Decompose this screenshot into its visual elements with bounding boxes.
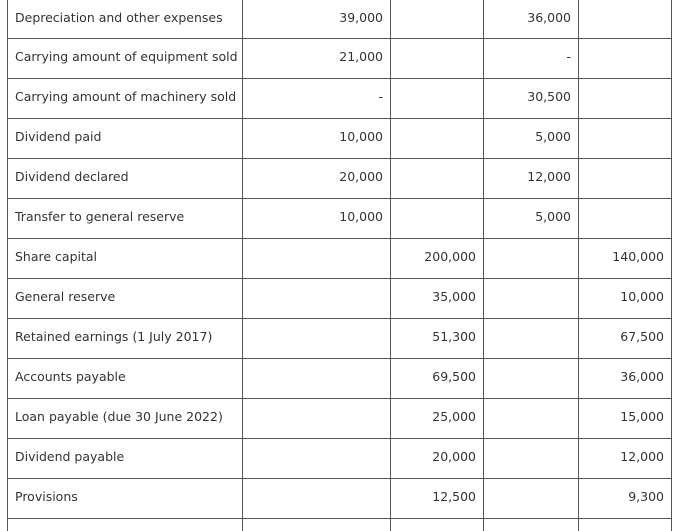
- table-row: Carrying amount of equipment sold 21,000 -: [7, 39, 672, 79]
- table-row: Dividend payable 20,000 12,000: [7, 439, 672, 479]
- empty-cell: [7, 519, 242, 531]
- value-cell-col-1: [242, 439, 390, 478]
- table-row: Dividend paid 10,000 5,000: [7, 119, 672, 159]
- value-cell-col-2: [390, 39, 483, 78]
- value-cell-col-2: 69,500: [390, 359, 483, 398]
- table-row: Loan payable (due 30 June 2022) 25,000 15,…: [7, 399, 672, 439]
- value-cell-col-4: [578, 119, 672, 158]
- empty-cell: [483, 519, 578, 531]
- value-cell-col-1: [242, 359, 390, 398]
- value-cell-col-2: [390, 119, 483, 158]
- empty-cell: [242, 519, 390, 531]
- value-cell-col-3: [483, 279, 578, 318]
- value-cell-col-3: 5,000: [483, 119, 578, 158]
- value-cell-col-1: 10,000: [242, 199, 390, 238]
- value-cell-col-3: [483, 239, 578, 278]
- row-label: Loan payable (due 30 June 2022): [7, 399, 242, 438]
- value-cell-col-3: 30,500: [483, 79, 578, 118]
- value-cell-col-3: 36,000: [483, 0, 578, 38]
- table-row: Transfer to general reserve 10,000 5,000: [7, 199, 672, 239]
- value-cell-col-2: [390, 79, 483, 118]
- value-cell-col-3: [483, 359, 578, 398]
- value-cell-col-1: 21,000: [242, 39, 390, 78]
- row-label: General reserve: [7, 279, 242, 318]
- table-row: Dividend declared 20,000 12,000: [7, 159, 672, 199]
- row-label: Dividend payable: [7, 439, 242, 478]
- table-row: General reserve 35,000 10,000: [7, 279, 672, 319]
- value-cell-col-3: 12,000: [483, 159, 578, 198]
- value-cell-col-3: [483, 399, 578, 438]
- value-cell-col-2: 51,300: [390, 319, 483, 358]
- value-cell-col-4: [578, 199, 672, 238]
- row-label: Provisions: [7, 479, 242, 518]
- table-row: Retained earnings (1 July 2017) 51,300 67,…: [7, 319, 672, 359]
- value-cell-col-4: 10,000: [578, 279, 672, 318]
- empty-cell: [578, 519, 672, 531]
- row-label: Dividend declared: [7, 159, 242, 198]
- table-row: Accounts payable 69,500 36,000: [7, 359, 672, 399]
- value-cell-col-4: 140,000: [578, 239, 672, 278]
- row-label: Accounts payable: [7, 359, 242, 398]
- value-cell-col-3: [483, 319, 578, 358]
- value-cell-col-1: [242, 239, 390, 278]
- table-row-partial: [7, 519, 672, 531]
- row-label: Retained earnings (1 July 2017): [7, 319, 242, 358]
- value-cell-col-4: [578, 159, 672, 198]
- value-cell-col-4: [578, 79, 672, 118]
- value-cell-col-2: 20,000: [390, 439, 483, 478]
- value-cell-col-4: 12,000: [578, 439, 672, 478]
- value-cell-col-1: [242, 319, 390, 358]
- value-cell-col-1: 39,000: [242, 0, 390, 38]
- value-cell-col-4: [578, 0, 672, 38]
- value-cell-col-4: 36,000: [578, 359, 672, 398]
- row-label: Dividend paid: [7, 119, 242, 158]
- financial-data-table: Depreciation and other expenses 39,000 36,…: [7, 0, 672, 531]
- value-cell-col-4: 67,500: [578, 319, 672, 358]
- empty-cell: [390, 519, 483, 531]
- row-label: Carrying amount of machinery sold: [7, 79, 242, 118]
- value-cell-col-2: 200,000: [390, 239, 483, 278]
- value-cell-col-4: 15,000: [578, 399, 672, 438]
- value-cell-col-1: [242, 399, 390, 438]
- value-cell-col-2: [390, 0, 483, 38]
- row-label: Depreciation and other expenses: [7, 0, 242, 38]
- value-cell-col-4: [578, 39, 672, 78]
- value-cell-col-2: 25,000: [390, 399, 483, 438]
- value-cell-col-3: 5,000: [483, 199, 578, 238]
- value-cell-col-1: [242, 279, 390, 318]
- table-row: Provisions 12,500 9,300: [7, 479, 672, 519]
- value-cell-col-3: [483, 439, 578, 478]
- value-cell-col-3: [483, 479, 578, 518]
- table-row: Share capital 200,000 140,000: [7, 239, 672, 279]
- row-label: Transfer to general reserve: [7, 199, 242, 238]
- table-row: Depreciation and other expenses 39,000 36,…: [7, 0, 672, 39]
- value-cell-col-4: 9,300: [578, 479, 672, 518]
- row-label: Share capital: [7, 239, 242, 278]
- value-cell-col-2: [390, 199, 483, 238]
- value-cell-col-1: 20,000: [242, 159, 390, 198]
- value-cell-col-3: -: [483, 39, 578, 78]
- value-cell-col-2: 35,000: [390, 279, 483, 318]
- row-label: Carrying amount of equipment sold: [7, 39, 242, 78]
- value-cell-col-1: [242, 479, 390, 518]
- value-cell-col-2: [390, 159, 483, 198]
- value-cell-col-2: 12,500: [390, 479, 483, 518]
- value-cell-col-1: -: [242, 79, 390, 118]
- value-cell-col-1: 10,000: [242, 119, 390, 158]
- table-row: Carrying amount of machinery sold - 30,500: [7, 79, 672, 119]
